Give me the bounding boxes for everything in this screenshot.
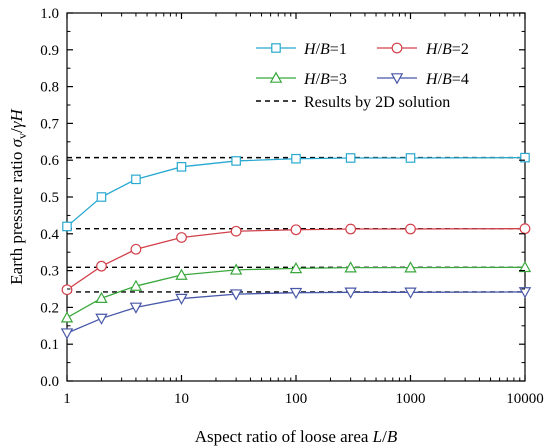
y-tick-label: 0.0 [40, 374, 59, 390]
y-tick-label: 0.2 [40, 300, 59, 316]
y-tick-label: 0.8 [40, 80, 59, 96]
legend-marker [269, 71, 283, 83]
data-point [130, 243, 142, 255]
data-point [129, 302, 143, 314]
data-point [520, 152, 530, 163]
data-point [175, 268, 188, 280]
data-point [344, 287, 357, 299]
data-point [345, 223, 357, 235]
data-point [230, 225, 242, 237]
y-tick-label: 0.7 [40, 116, 59, 132]
legend-marker [390, 73, 404, 85]
x-tick-label: 10 [174, 391, 189, 407]
y-tick-label: 0.3 [40, 264, 59, 280]
data-point [96, 192, 107, 202]
data-point [231, 156, 241, 166]
x-tick-label: 1 [63, 391, 71, 407]
plot-frame [66, 12, 526, 382]
series-line [66, 156, 526, 227]
data-point [290, 224, 302, 236]
data-point [60, 311, 74, 323]
x-tick-label: 100 [285, 391, 308, 407]
legend: H/B=1 H/B=2 H/B=3 H/B=4 Results by 2D soluti… [256, 41, 469, 111]
data-point [291, 153, 301, 164]
y-tick-label: 0.9 [40, 43, 59, 59]
data-point [60, 328, 74, 340]
data-point [61, 284, 73, 296]
x-tick-label: 1000 [396, 391, 426, 407]
data-point [519, 223, 531, 235]
data-point [518, 287, 532, 299]
data-point [345, 153, 356, 163]
data-point [404, 261, 417, 273]
data-point [176, 162, 187, 172]
data-point [95, 313, 108, 325]
data-point [344, 261, 357, 273]
data-point [289, 287, 303, 300]
legend-label: H/B=2 [425, 41, 469, 58]
legend-label: H/B=4 [425, 71, 469, 88]
legend-label: H/B=3 [303, 71, 347, 88]
series-layer [60, 152, 532, 340]
data-point [175, 293, 188, 306]
data-point [229, 289, 243, 301]
data-point [289, 261, 303, 274]
data-point [405, 223, 416, 235]
data-point [129, 279, 143, 291]
data-point [405, 153, 416, 163]
legend-marker [271, 43, 281, 53]
data-point [131, 174, 141, 185]
y-tick-label: 1.0 [40, 6, 59, 22]
legend-label: Results by 2D solution [304, 94, 450, 111]
axes-layer: 1 10 100 1000 10000 0.0 0.1 0.2 0.3 0.4 0.5 0.6 0.7 0… [40, 6, 544, 407]
y-tick-label: 0.4 [40, 227, 59, 243]
data-point [62, 221, 72, 232]
data-point [404, 287, 417, 299]
y-tick-label: 0.5 [40, 190, 59, 206]
legend-marker [391, 42, 403, 54]
data-point [176, 232, 187, 243]
legend-label: H/B=1 [303, 41, 347, 58]
y-tick-label: 0.6 [40, 153, 59, 169]
data-point [229, 263, 243, 275]
y-tick-label: 0.1 [40, 337, 59, 353]
y-axis-title: Earth pressure ratio σv/γH [7, 108, 29, 285]
x-axis-title: Aspect ratio of loose area L/B [195, 427, 398, 446]
x-tick-label: 10000 [506, 391, 544, 407]
data-point [96, 260, 107, 272]
data-point [518, 260, 532, 273]
data-point [95, 291, 108, 303]
